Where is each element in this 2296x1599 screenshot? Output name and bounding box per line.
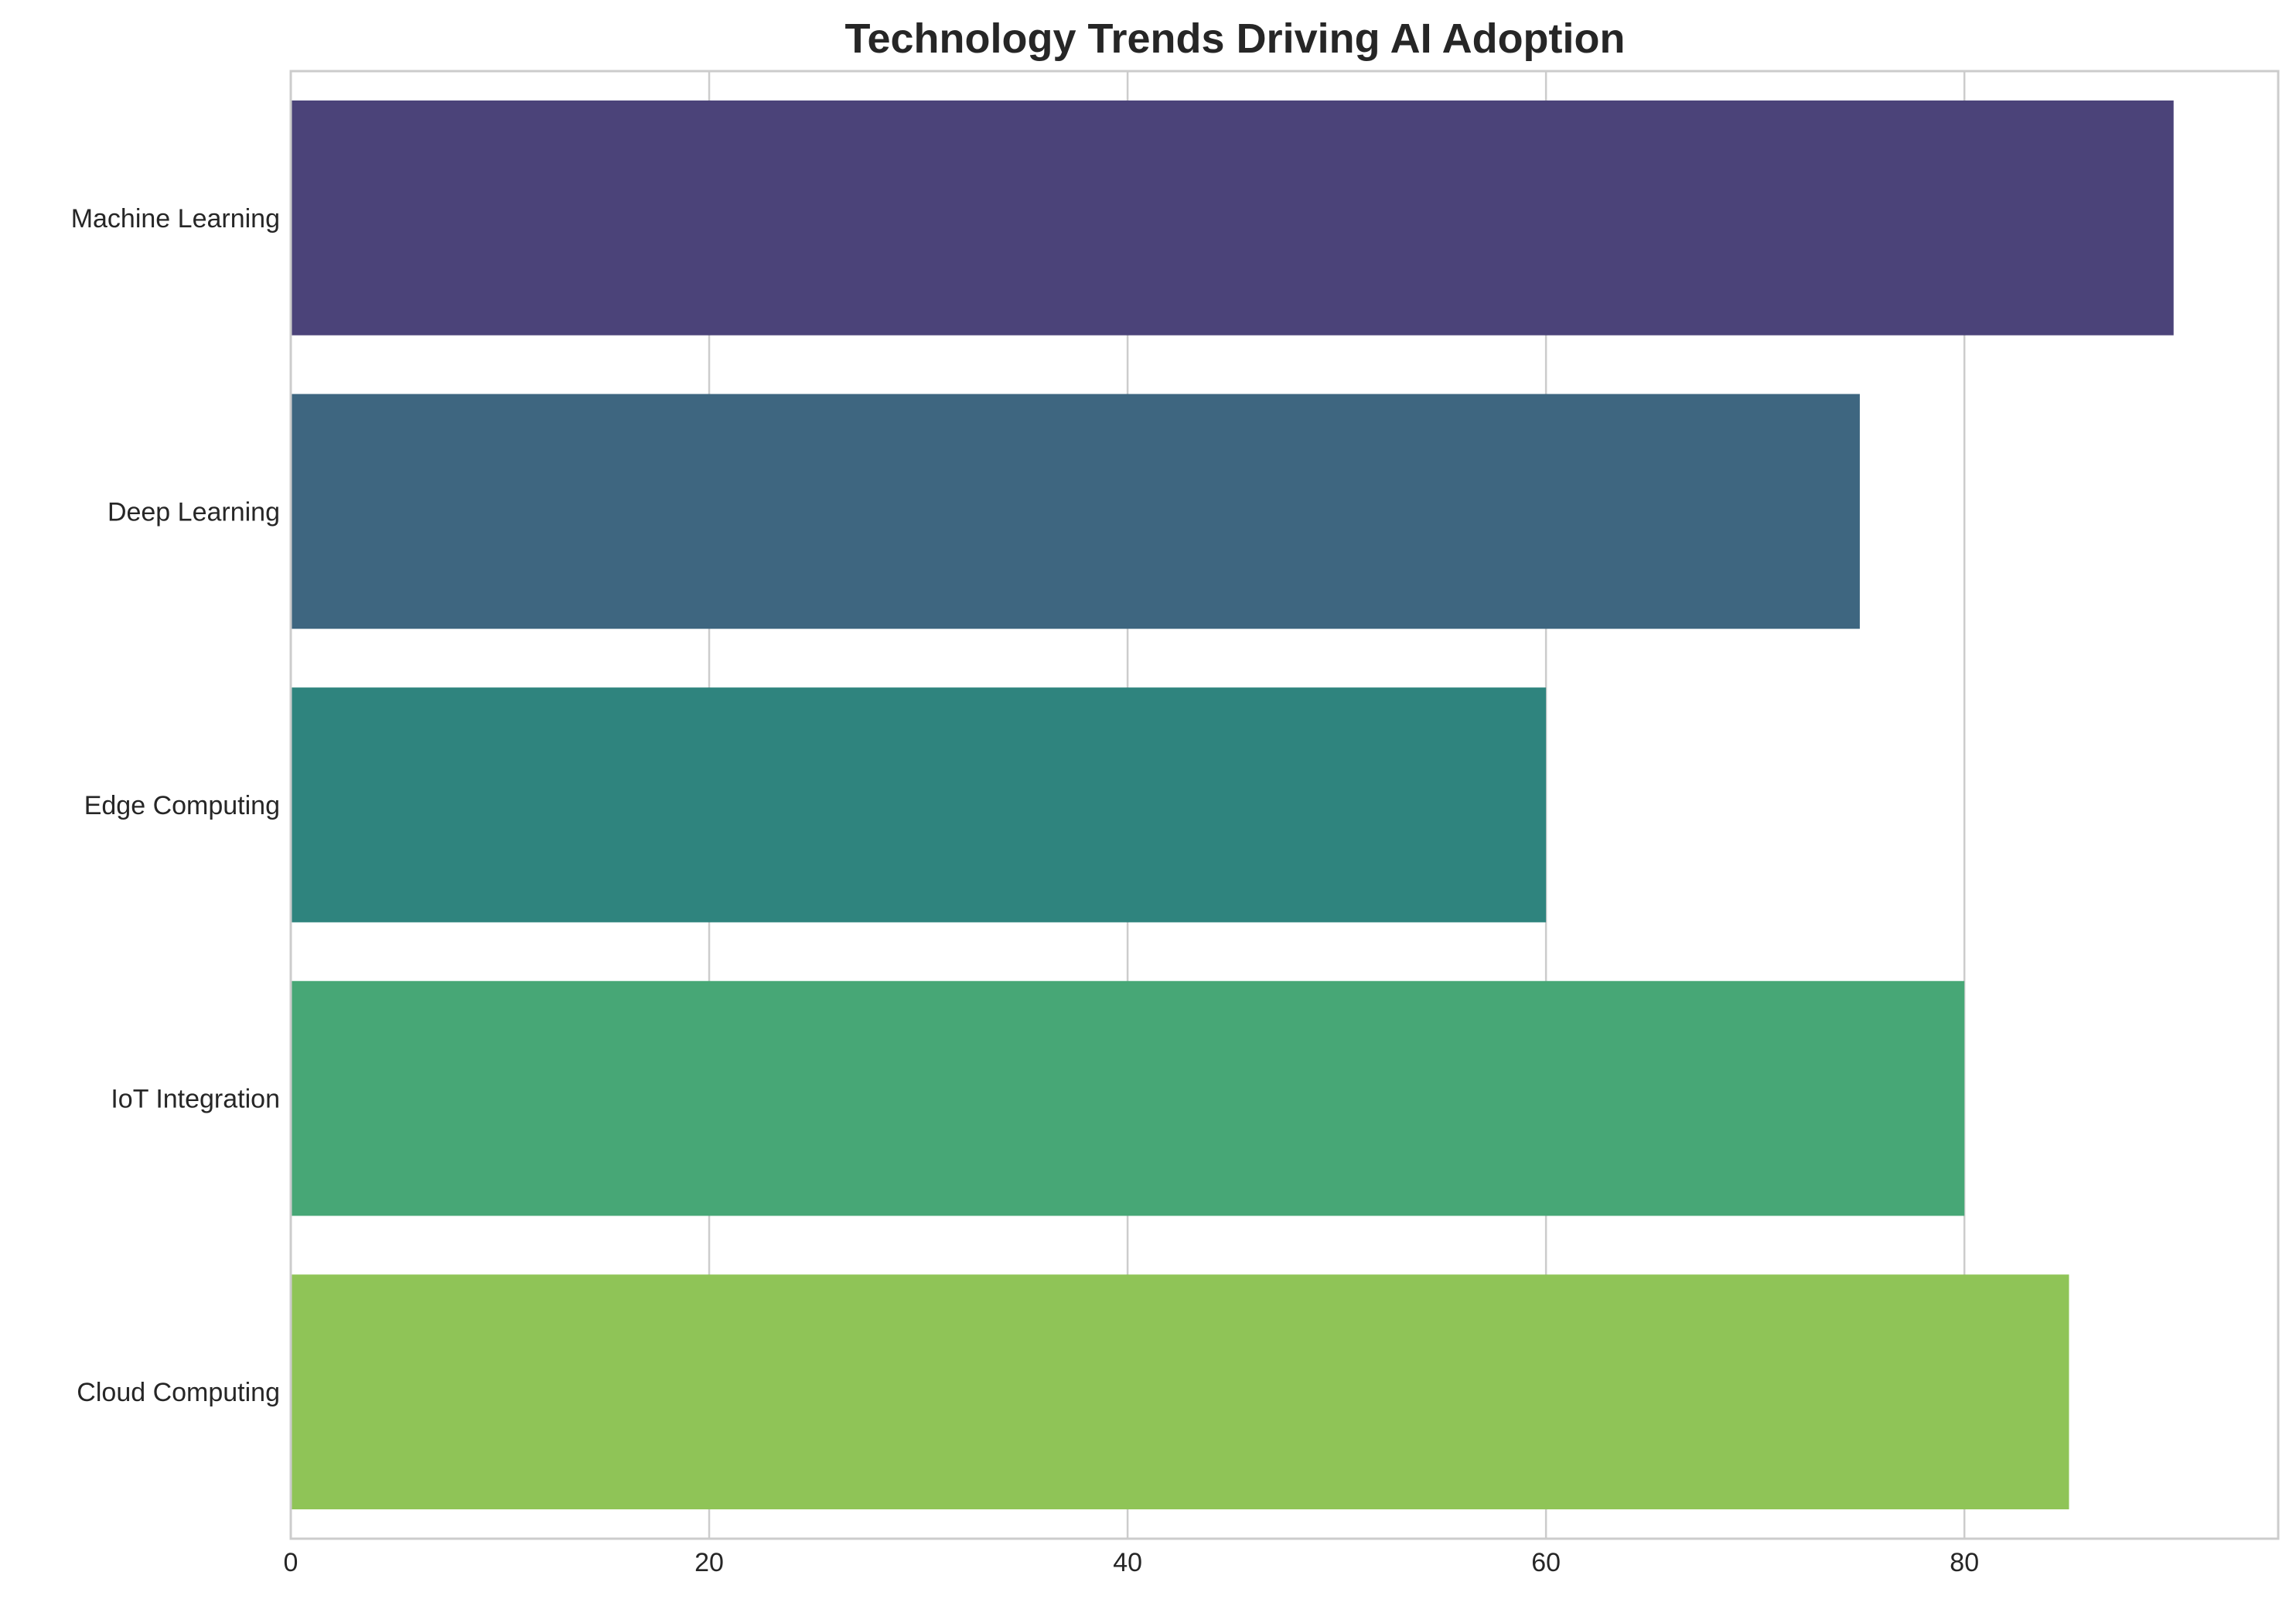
- x-tick-label: 20: [694, 1548, 724, 1577]
- y-tick-label: Deep Learning: [107, 497, 280, 527]
- y-tick-label: Edge Computing: [84, 791, 280, 820]
- bar-edge-computing: [291, 687, 1547, 922]
- bar-iot-integration: [291, 980, 1965, 1216]
- y-tick-label: IoT Integration: [111, 1085, 280, 1114]
- y-tick-labels: Machine Learning Deep Learning Edge Comput…: [71, 204, 280, 1407]
- bar-deep-learning: [291, 394, 1860, 629]
- bar-layer: [291, 100, 2174, 1510]
- plot-frame: [289, 70, 2280, 1540]
- x-tick-label: 0: [284, 1548, 299, 1577]
- x-tick-labels: 0 20 40 60 80: [284, 1548, 1980, 1577]
- y-tick-label: Machine Learning: [71, 204, 280, 234]
- x-tick-label: 80: [1950, 1548, 1979, 1577]
- bar-machine-learning: [291, 100, 2174, 336]
- x-tick-label: 60: [1531, 1548, 1561, 1577]
- x-tick-label: 40: [1113, 1548, 1142, 1577]
- chart-title: Technology Trends Driving AI Adoption: [845, 15, 1626, 62]
- y-tick-label: Cloud Computing: [77, 1378, 280, 1407]
- bar-cloud-computing: [291, 1274, 2069, 1510]
